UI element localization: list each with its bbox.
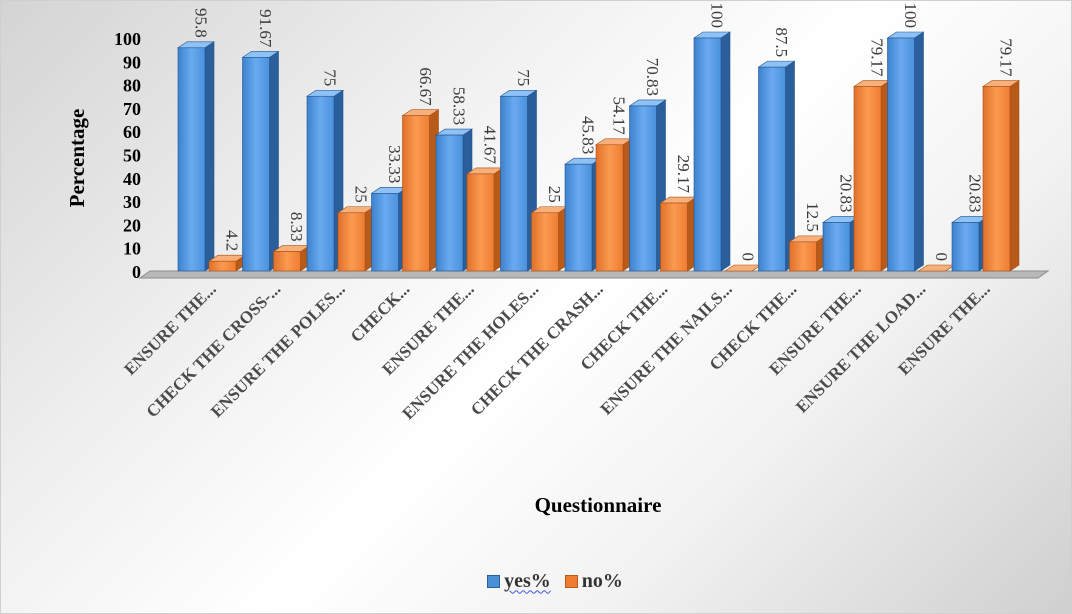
legend-item-yes: yes% (487, 570, 551, 593)
y-tick-label: 50 (123, 146, 141, 166)
category-label-2: ENSURE THE POLES... (207, 279, 349, 421)
category-label-1: CHECK THE CROSS-... (143, 279, 285, 421)
y-axis-title: Percentage (65, 109, 89, 208)
data-label-yes-11: 100 (901, 3, 920, 29)
data-label-no-9: 12.5 (803, 202, 822, 232)
bar-yes-8 (693, 31, 731, 272)
bar-no-6 (595, 138, 633, 272)
category-label-11: ENSURE THE LOAD... (792, 279, 929, 416)
y-tick-label: 30 (123, 192, 141, 212)
data-label-no-10: 79.17 (868, 38, 887, 77)
data-label-no-11: 0 (932, 253, 951, 262)
bar-no-5 (530, 206, 569, 272)
y-tick-label: 20 (123, 215, 141, 235)
legend: yes% no% (470, 566, 640, 596)
data-label-yes-8: 100 (708, 3, 727, 29)
bar-yes-2 (306, 89, 344, 272)
y-tick-label: 0 (132, 262, 141, 282)
y-tick-label: 40 (123, 169, 141, 189)
y-tick-label: 60 (123, 122, 141, 142)
y-tick-label: 90 (123, 52, 141, 72)
legend-swatch-yes (487, 574, 501, 588)
x-axis-categories: ENSURE THE...CHECK THE CROSS-...ENSURE T… (120, 279, 993, 423)
bar-yes-11 (886, 31, 925, 272)
y-tick-label: 100 (114, 29, 141, 49)
category-label-6: CHECK THE CRASH... (467, 279, 607, 419)
data-label-no-8: 0 (739, 253, 758, 262)
data-label-no-4: 41.67 (481, 126, 500, 165)
bar-no-4 (466, 167, 504, 272)
bar-yes-3 (370, 186, 409, 272)
category-label-3: CHECK... (347, 279, 414, 346)
bar-no-2 (337, 206, 375, 272)
bar-no-3 (401, 109, 440, 272)
data-label-yes-9: 87.5 (772, 27, 791, 57)
y-tick-label: 80 (123, 76, 141, 96)
bar-yes-10 (822, 215, 860, 272)
bar-no-12 (982, 79, 1020, 272)
bar-no-7 (659, 196, 698, 272)
bar-yes-4 (435, 128, 473, 272)
data-label-yes-6: 45.83 (579, 116, 598, 154)
x-axis-title: Questionnaire (535, 493, 662, 517)
data-label-no-2: 25 (352, 186, 371, 203)
legend-label-no: no% (581, 569, 623, 592)
floor-plane (138, 270, 1050, 279)
data-label-yes-10: 20.83 (837, 174, 856, 212)
data-label-yes-4: 58.33 (450, 87, 469, 125)
data-label-no-0: 4.2 (223, 230, 242, 251)
bar-no-10 (853, 79, 891, 272)
data-label-no-1: 8.33 (287, 212, 306, 242)
bar-no-11 (917, 264, 956, 272)
bar-no-1 (272, 245, 311, 272)
bar-yes-12 (951, 215, 989, 272)
data-label-no-12: 79.17 (997, 38, 1016, 77)
legend-label-yes: yes% (504, 569, 551, 592)
bar-yes-0 (177, 41, 215, 272)
data-label-no-7: 29.17 (674, 155, 693, 194)
bar-yes-1 (241, 50, 280, 272)
data-label-yes-3: 33.33 (385, 145, 404, 183)
data-label-yes-2: 75 (321, 69, 340, 86)
data-label-yes-0: 95.8 (192, 8, 211, 38)
bar-no-9 (788, 235, 827, 272)
category-label-8: ENSURE THE NAILS... (597, 279, 736, 418)
data-label-no-5: 25 (545, 186, 564, 203)
data-label-yes-12: 20.83 (966, 174, 985, 212)
data-label-no-3: 66.67 (416, 67, 435, 106)
chart-floor (138, 270, 1050, 279)
data-label-no-6: 54.17 (610, 97, 629, 136)
legend-swatch-no (564, 574, 578, 588)
data-label-yes-7: 70.83 (643, 58, 662, 96)
bar-yes-5 (499, 89, 538, 272)
y-axis-ticks: 0 10 20 30 40 50 60 70 80 90 100 (114, 29, 141, 282)
y-tick-label: 70 (123, 99, 141, 119)
y-tick-label: 10 (123, 239, 141, 259)
data-label-yes-1: 91.67 (256, 9, 275, 48)
bars-group (177, 31, 1020, 272)
data-labels: 95.8 4.2 91.67 8.33 75 25 33.33 66.67 58.33 41.67… (192, 3, 1016, 262)
bar-yes-7 (628, 99, 667, 272)
bar-yes-9 (757, 60, 796, 272)
bar-no-8 (724, 264, 762, 272)
legend-item-no: no% (564, 569, 623, 593)
bar-yes-6 (564, 157, 602, 272)
data-label-yes-5: 75 (514, 69, 533, 86)
bar-no-0 (208, 254, 246, 272)
